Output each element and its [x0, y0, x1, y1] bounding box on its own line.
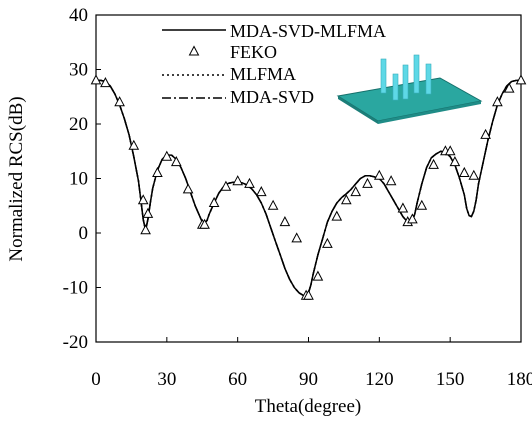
legend-swatch-feko [188, 45, 200, 56]
x-tick-label: 60 [228, 369, 247, 390]
y-tick-label: -10 [63, 278, 88, 299]
x-tick-label: 0 [91, 369, 101, 390]
feko-point [182, 183, 194, 194]
feko-point [152, 166, 163, 177]
feko-point [220, 180, 232, 191]
feko-point [232, 175, 244, 186]
feko-point [142, 207, 154, 218]
feko-point [312, 270, 324, 281]
feko-point [267, 199, 279, 210]
feko-point [137, 194, 149, 205]
x-tick-label: 30 [157, 369, 176, 390]
feko-point [503, 82, 515, 93]
feko-point [407, 213, 418, 224]
feko-point [492, 96, 503, 107]
y-tick-label: 30 [69, 60, 88, 81]
y-tick-label: 0 [79, 223, 89, 244]
feko-point [244, 177, 255, 188]
legend-label-feko: FEKO [230, 42, 277, 62]
series-line-mlfma [96, 79, 521, 297]
feko-point [373, 169, 385, 180]
feko-point [515, 74, 527, 85]
cylinders [380, 54, 432, 101]
legend-label-mda-svd-mlfma: MDA-SVD-MLFMA [230, 21, 386, 41]
x-axis: 0 30 60 90 120 150 180 [91, 337, 532, 390]
y-tick-label: 10 [69, 169, 88, 190]
feko-point [350, 186, 362, 197]
feko-point [140, 224, 151, 235]
x-tick-label: 180 [507, 369, 532, 390]
feko-point [303, 289, 314, 300]
feko-point [362, 177, 373, 188]
feko-point [468, 169, 480, 180]
x-axis-label: Theta(degree) [255, 396, 362, 417]
feko-point [480, 128, 491, 139]
series-curves [96, 79, 521, 297]
feko-point [170, 156, 182, 167]
feko-point [428, 158, 439, 169]
feko-point [385, 175, 397, 186]
feko-point [340, 194, 352, 205]
scatterer-model-inset [336, 54, 483, 124]
series-line-mda-svd [96, 79, 521, 297]
feko-point [255, 186, 267, 197]
y-axis: 40 30 20 10 0 -10 -20 [63, 5, 101, 353]
series-line-mda-svd-mlfma [96, 79, 521, 297]
feko-point [128, 139, 140, 150]
feko-point [114, 96, 125, 107]
feko-point [458, 166, 470, 177]
ground-plate [336, 77, 483, 122]
feko-point [199, 218, 210, 229]
feko-point [449, 156, 461, 167]
feko-point [100, 77, 111, 88]
feko-point [90, 74, 102, 85]
feko-point [322, 237, 333, 248]
legend: MDA-SVD-MLFMA FEKO MLFMA MDA-SVD [162, 21, 386, 107]
y-tick-label: -20 [63, 332, 88, 353]
feko-point [444, 145, 456, 156]
y-tick-label: 20 [69, 114, 88, 135]
feko-markers [90, 74, 527, 300]
legend-label-mlfma: MLFMA [230, 64, 296, 84]
feko-point [279, 216, 291, 227]
x-tick-label: 120 [365, 369, 394, 390]
x-tick-label: 150 [436, 369, 465, 390]
legend-label-mda-svd: MDA-SVD [230, 87, 314, 107]
feko-point [208, 196, 220, 207]
feko-point [416, 199, 428, 210]
x-tick-label: 90 [299, 369, 318, 390]
y-tick-label: 40 [69, 5, 88, 26]
feko-point [291, 232, 303, 243]
feko-point [397, 202, 409, 213]
feko-point [161, 150, 173, 161]
feko-point [331, 210, 343, 221]
y-axis-label: Normalized RCS(dB) [6, 96, 27, 261]
